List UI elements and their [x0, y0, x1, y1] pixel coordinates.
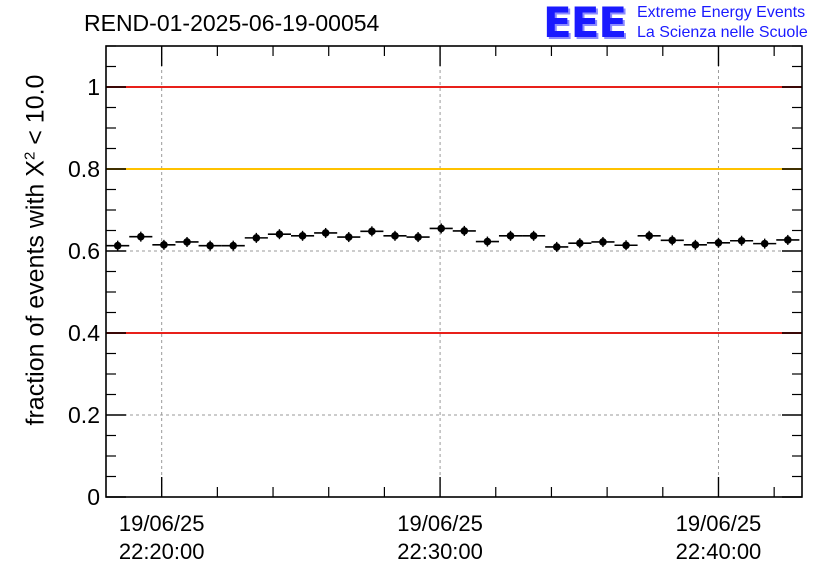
data-marker	[645, 232, 653, 240]
data-point	[591, 236, 615, 247]
data-marker	[275, 230, 284, 238]
data-marker	[714, 239, 723, 247]
y-tick-label: 0.6	[68, 238, 100, 264]
data-point	[360, 226, 384, 237]
x-tick-label-2: 19/06/25 22:40:00	[676, 510, 762, 566]
data-marker	[576, 239, 584, 248]
data-point	[637, 230, 661, 241]
x-tick-date: 19/06/25	[118, 511, 205, 536]
data-marker	[691, 241, 700, 249]
data-marker	[529, 232, 538, 240]
reference-lines	[106, 86, 802, 334]
run-title: REND-01-2025-06-19-00054	[84, 10, 380, 36]
data-point	[683, 239, 707, 250]
y-axis-label-suffix: < 10.0	[21, 74, 50, 152]
y-axis-label-prefix: fraction of events with	[21, 176, 50, 426]
data-marker	[414, 233, 422, 241]
data-marker	[737, 236, 746, 245]
data-marker	[183, 238, 191, 246]
data-marker	[321, 229, 330, 237]
logo-line-2: La Scienza nelle Scuole	[637, 24, 808, 41]
y-tick-labels: 0 0.2 0.4 0.6 0.8 1	[68, 74, 100, 510]
data-point	[730, 235, 754, 246]
data-marker	[252, 234, 261, 242]
logo-mark: EEE	[543, 0, 627, 47]
data-marker	[437, 224, 445, 233]
data-series	[106, 223, 800, 252]
data-point	[660, 235, 684, 246]
data-marker	[784, 236, 792, 244]
data-point	[152, 239, 176, 250]
data-marker	[483, 237, 492, 246]
x-tick-time: 22:30:00	[397, 539, 483, 564]
eee-logo: EEE Extreme Energy Events La Scienza nel…	[543, 0, 808, 47]
data-marker	[113, 241, 122, 250]
data-point	[267, 229, 291, 240]
plot-frame	[105, 45, 803, 498]
y-tick-label: 0.2	[68, 402, 100, 428]
data-point	[244, 232, 268, 243]
data-marker	[599, 238, 607, 246]
y-axis-label: fraction of events with X2 < 10.0	[21, 75, 50, 426]
x-tick-time: 22:40:00	[675, 539, 762, 564]
x-tick-date: 19/06/25	[675, 511, 762, 536]
data-point	[753, 238, 777, 249]
data-marker	[668, 236, 677, 245]
data-point	[221, 240, 245, 251]
y-axis-label-sup: 2	[21, 151, 39, 161]
x-tick-date: 19/06/25	[397, 511, 483, 536]
data-marker	[344, 233, 353, 241]
data-point	[568, 238, 592, 249]
data-point	[129, 231, 153, 242]
x-tick-label-1: 19/06/25 22:30:00	[397, 510, 483, 566]
data-marker	[137, 232, 145, 241]
data-marker	[622, 241, 630, 250]
data-marker	[206, 241, 214, 250]
data-marker	[552, 243, 561, 251]
data-point	[290, 230, 315, 241]
data-point	[706, 237, 731, 248]
data-marker	[368, 227, 376, 236]
data-point	[452, 225, 476, 236]
y-axis-label-symbol: X	[21, 160, 50, 177]
y-tick-label: 1	[87, 74, 100, 100]
grid-layer	[106, 46, 802, 497]
data-marker	[506, 232, 515, 240]
data-point	[776, 234, 800, 245]
y-tick-label: 0.4	[68, 320, 100, 346]
data-point	[383, 230, 407, 241]
data-point	[337, 232, 361, 243]
data-marker	[391, 232, 399, 240]
data-point	[106, 240, 130, 251]
data-point	[545, 241, 569, 252]
data-marker	[298, 232, 307, 240]
data-point	[614, 240, 638, 251]
logo-line-1: Extreme Energy Events	[637, 4, 806, 21]
data-marker	[460, 227, 469, 235]
x-tick-label-0: 19/06/25 22:20:00	[119, 510, 205, 566]
axis-ticks	[106, 45, 802, 498]
y-tick-label: 0.8	[68, 156, 100, 182]
data-point	[429, 223, 453, 234]
data-point	[314, 227, 338, 238]
data-point	[406, 232, 430, 243]
data-marker	[760, 239, 769, 248]
data-point	[498, 230, 523, 241]
data-point	[475, 236, 499, 247]
data-point	[198, 240, 222, 251]
y-tick-label: 0	[87, 484, 100, 510]
data-point	[175, 236, 199, 247]
data-marker	[160, 241, 168, 249]
data-marker	[229, 241, 238, 250]
x-tick-time: 22:20:00	[118, 539, 205, 564]
data-point	[522, 230, 546, 241]
